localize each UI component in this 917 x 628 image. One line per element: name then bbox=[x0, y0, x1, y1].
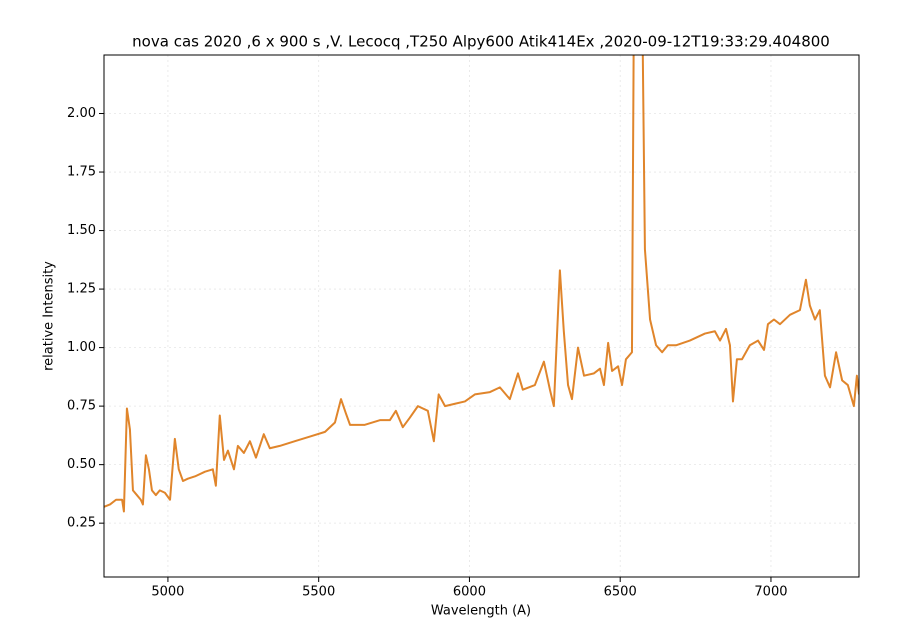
y-tick-label: 0.25 bbox=[67, 516, 96, 531]
x-tick-label: 5500 bbox=[302, 585, 335, 600]
y-tick-label: 1.50 bbox=[67, 223, 96, 238]
x-tick-label: 6000 bbox=[453, 585, 486, 600]
y-tick-label: 1.00 bbox=[67, 340, 96, 355]
y-tick-label: 0.50 bbox=[67, 457, 96, 472]
x-tick-label: 5000 bbox=[151, 585, 184, 600]
chart-title: nova cas 2020 ,6 x 900 s ,V. Lecocq ,T25… bbox=[132, 33, 830, 51]
plot-area bbox=[104, 55, 859, 513]
y-tick-label: 2.00 bbox=[67, 106, 96, 121]
y-tick-label: 1.75 bbox=[67, 165, 96, 180]
y-axis-label: relative Intensity bbox=[42, 261, 57, 371]
x-axis-label: Wavelength (A) bbox=[431, 604, 531, 619]
spectrum-line bbox=[104, 55, 859, 513]
x-tick-label: 6500 bbox=[604, 585, 637, 600]
y-tick-label: 0.75 bbox=[67, 399, 96, 414]
plot-frame bbox=[103, 54, 860, 578]
y-tick-label: 1.25 bbox=[67, 282, 96, 297]
x-tick-label: 7000 bbox=[754, 585, 787, 600]
